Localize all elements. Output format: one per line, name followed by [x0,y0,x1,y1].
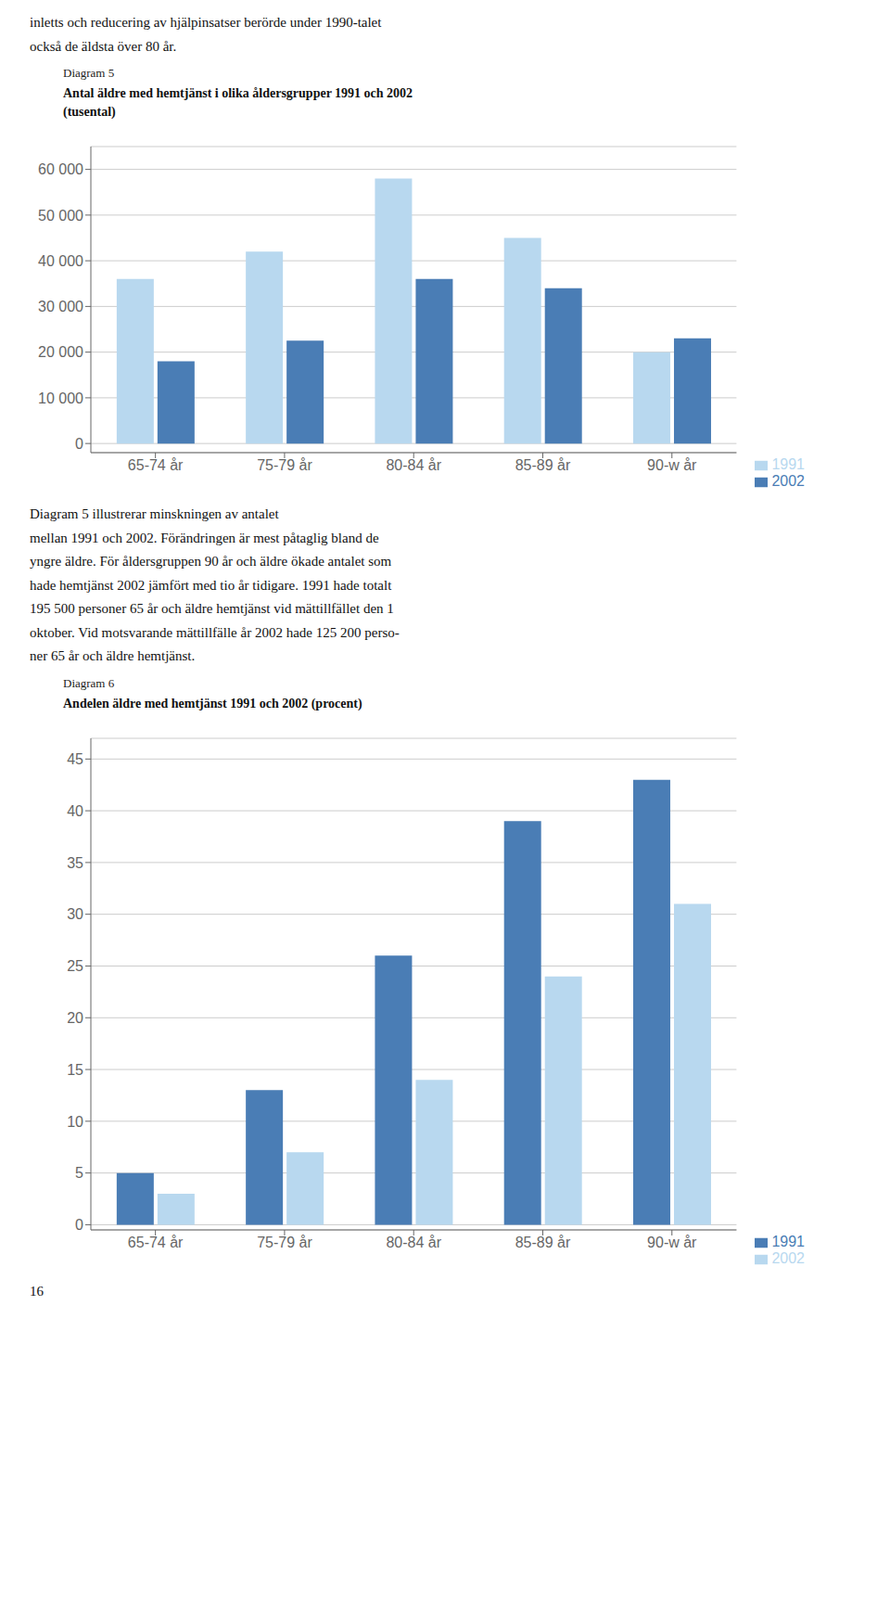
svg-text:65-74 år: 65-74 år [127,1234,184,1251]
svg-text:30 000: 30 000 [38,298,84,315]
html-text:2002: 2002 [771,472,805,489]
svg-text:80-84 år: 80-84 år [385,1234,442,1251]
html-text:Diagram 6: Diagram 6 [63,675,115,690]
svg-text:40: 40 [66,802,84,819]
svg-text:45: 45 [66,750,84,767]
html-text:2002: 2002 [771,1249,805,1266]
svg-text:10: 10 [66,1113,84,1130]
svg-text:20 000: 20 000 [38,344,84,361]
svg-text:15: 15 [66,1061,84,1078]
svg-text:0: 0 [75,1216,84,1233]
svg-text:75-79 år: 75-79 år [256,457,313,474]
html-text:1991: 1991 [771,1233,805,1250]
html-text:16: 16 [29,1283,44,1299]
svg-text:80-84 år: 80-84 år [385,457,442,474]
html-text:inletts och reducering av hjäl: inletts och reducering av hjälpinsatser … [29,14,382,54]
svg-text:30: 30 [66,906,84,923]
svg-text:85-89 år: 85-89 år [515,1234,572,1251]
svg-text:75-79 år: 75-79 år [256,1234,313,1251]
html-text:Diagram 5 illustrerar minsknin: Diagram 5 illustrerar minskningen av ant… [29,506,400,664]
svg-text:0: 0 [75,435,84,452]
svg-text:90-w år: 90-w år [647,1234,698,1251]
html-text:Andelen äldre med hemtjänst 19: Andelen äldre med hemtjänst 1991 och 200… [63,695,363,710]
svg-text:60 000: 60 000 [38,161,84,178]
svg-text:35: 35 [66,854,84,871]
svg-text:90-w år: 90-w år [647,457,698,474]
svg-text:40 000: 40 000 [38,253,84,269]
html-text:Antal äldre med hemtjänst i ol: Antal äldre med hemtjänst i olika ålders… [63,86,413,119]
svg-text:5: 5 [75,1165,84,1182]
svg-text:20: 20 [66,1009,84,1026]
svg-text:85-89 år: 85-89 år [515,457,572,474]
html-text:Diagram 5: Diagram 5 [63,65,115,80]
svg-text:25: 25 [66,957,84,974]
svg-text:65-74 år: 65-74 år [127,457,184,474]
html-text:1991: 1991 [771,456,805,473]
svg-text:50 000: 50 000 [38,207,84,224]
svg-text:10 000: 10 000 [38,390,84,407]
